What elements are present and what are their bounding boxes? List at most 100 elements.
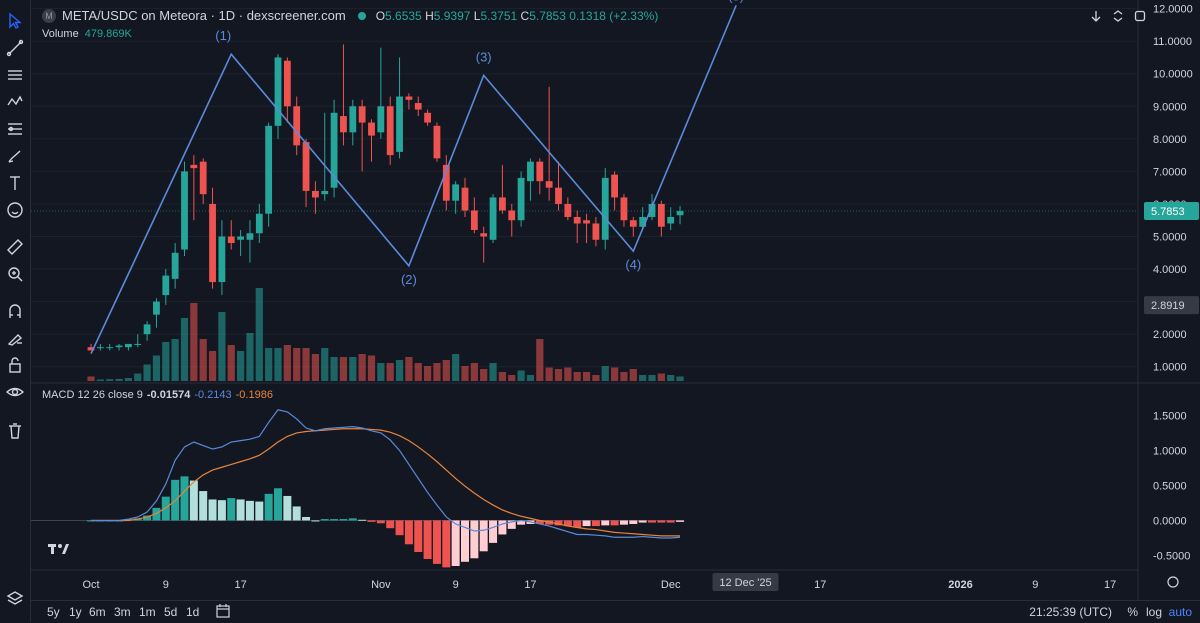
brush-icon[interactable] [4, 145, 26, 167]
candle-body [629, 220, 637, 227]
trend-line-icon[interactable] [4, 37, 26, 59]
macd-histogram-bar [414, 520, 423, 552]
timeframe-1m[interactable]: 1m [139, 605, 156, 619]
candle-body [96, 347, 104, 349]
volume-bar [386, 363, 394, 381]
timeframe-1y[interactable]: 1y [69, 605, 82, 619]
volume-bars [87, 288, 684, 381]
macd-histogram-bar [245, 500, 254, 521]
eye-icon[interactable] [4, 381, 26, 403]
candle-body [368, 122, 375, 136]
volume-bar [554, 369, 563, 381]
price-chart[interactable]: (1) (2) (3) (4) (5) 12.0000 11.0000 10.0000 9.0… [31, 0, 1200, 600]
timeframe-6m[interactable]: 6m [89, 605, 106, 619]
macd-tick-label: 0.5000 [1153, 480, 1187, 492]
macd-histogram-bar [573, 520, 582, 528]
wave-label: (2) [401, 272, 417, 287]
time-tick-label: 9 [453, 579, 459, 591]
candle-body [274, 57, 282, 126]
trash-icon[interactable] [4, 420, 26, 442]
candle-body [601, 177, 609, 240]
zoom-in-icon[interactable] [4, 263, 26, 285]
arrow-down-icon[interactable] [1088, 8, 1104, 24]
candle-body [181, 171, 188, 250]
candle-body [536, 161, 544, 182]
candle-body [667, 216, 675, 224]
date-range-icon[interactable] [215, 603, 231, 622]
layers-icon[interactable] [4, 588, 26, 610]
wave-label: (5) [728, 0, 744, 3]
timeframe-5y[interactable]: 5y [47, 605, 60, 619]
volume-bar [218, 312, 226, 381]
volume-bar [592, 375, 600, 381]
emoji-icon[interactable] [4, 199, 26, 221]
timeframe-5d[interactable]: 5d [164, 605, 178, 619]
price-tick-label: 5.0000 [1153, 232, 1187, 244]
volume-bar [564, 367, 572, 381]
symbol-title[interactable]: META/USDC on Meteora · 1D · dexscreener.… [62, 8, 346, 23]
fib-icon[interactable] [4, 118, 26, 140]
ruler-icon[interactable] [4, 236, 26, 258]
time-tick-label: 2026 [948, 579, 972, 591]
volume-bar [452, 354, 460, 381]
macd-tick-label: -0.5000 [1153, 550, 1190, 562]
price-tick-label: 10.0000 [1153, 69, 1193, 81]
candle-body [115, 345, 123, 348]
horizontal-lines-icon[interactable] [4, 64, 26, 86]
price-tick-label: 12.0000 [1153, 4, 1193, 16]
macd-signal-value: -0.1986 [235, 389, 273, 401]
pane-controls [1088, 8, 1148, 24]
candle-body [199, 161, 207, 195]
macd-histogram-bar [479, 520, 488, 552]
volume-bar [190, 303, 198, 381]
candle-body [611, 174, 618, 198]
volume-bar [470, 363, 478, 381]
volume-bar [180, 318, 189, 381]
volume-bar [442, 360, 450, 381]
candle-body [573, 216, 581, 224]
macd-tick-label: 0.0000 [1153, 515, 1187, 527]
maximize-icon[interactable] [1132, 8, 1148, 24]
candle-body [508, 210, 516, 221]
volume-bar [143, 364, 151, 381]
volume-bar [330, 357, 338, 381]
volume-bar [311, 354, 319, 381]
utc-clock[interactable]: 21:25:39 (UTC) [1029, 605, 1112, 619]
candle-body [657, 203, 665, 227]
auto-toggle[interactable]: auto [1168, 605, 1192, 619]
volume-bar [171, 339, 179, 381]
volume-bar [667, 375, 675, 381]
volume-bar [424, 366, 432, 381]
volume-bar [377, 363, 385, 381]
candle-body [461, 187, 469, 211]
macd-tick-label: 1.0000 [1153, 445, 1187, 457]
candle-body [312, 190, 319, 198]
lock-drawing-icon[interactable] [4, 327, 26, 349]
magnet-icon[interactable] [4, 300, 26, 322]
pattern-icon[interactable] [4, 91, 26, 113]
timeframe-1d[interactable]: 1d [186, 605, 200, 619]
macd-histogram-bar [601, 520, 610, 526]
macd-histogram-bar [423, 520, 432, 559]
candle-body [134, 343, 142, 345]
percent-toggle[interactable]: % [1127, 605, 1138, 619]
unlock-icon[interactable] [4, 354, 26, 376]
candles [87, 44, 684, 351]
volume-bar [461, 366, 469, 381]
time-tick-label: 9 [163, 579, 169, 591]
marker-price-label: 2.8919 [1151, 300, 1185, 312]
candle-body [265, 125, 273, 214]
timeframe-3m[interactable]: 3m [114, 605, 131, 619]
candle-body [218, 236, 226, 283]
elliott-wave: (1) (2) (3) (4) (5) [90, 0, 744, 355]
collapse-icon[interactable] [1110, 8, 1126, 24]
volume-bar [480, 369, 488, 381]
log-toggle[interactable]: log [1145, 605, 1162, 619]
macd-histogram-bar [432, 520, 441, 564]
macd-histogram-bar [367, 520, 376, 522]
cursor-icon[interactable] [4, 10, 26, 32]
open-value: 5.6535 [385, 8, 422, 23]
candle-body [564, 203, 572, 217]
text-icon[interactable] [4, 172, 26, 194]
volume-bar [302, 348, 310, 381]
